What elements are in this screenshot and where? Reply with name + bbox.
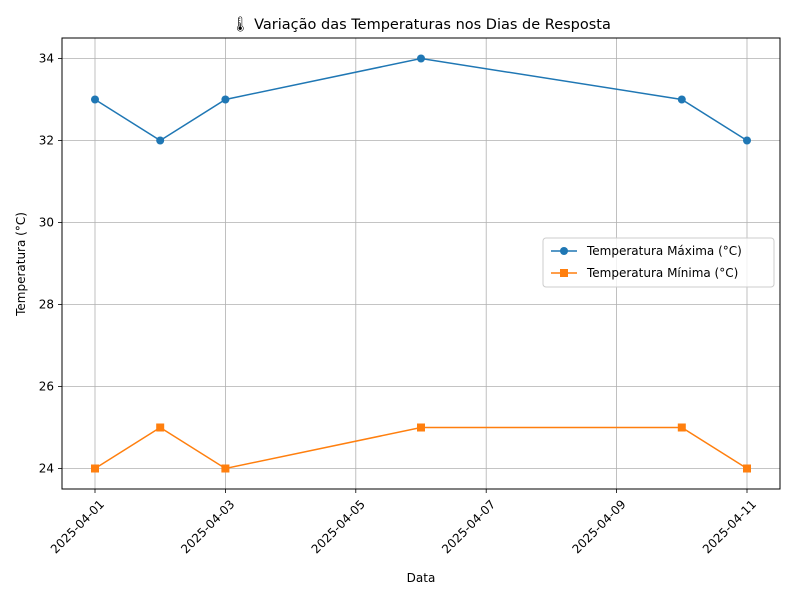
series-0-point [221,95,230,104]
axis-ticks: 2025-04-01 2025-04-03 2025-04-05 2025-04-07… [39,52,759,557]
legend-marker-1 [560,269,568,277]
x-axis-label: Data [407,571,436,585]
x-tick-label: 2025-04-05 [309,497,368,556]
y-tick-label: 32 [39,134,54,148]
series-1-point [417,423,425,432]
series-line-0 [94,57,748,142]
series-1-point [743,464,751,473]
x-tick-label: 2025-04-03 [178,497,237,556]
series-1-point [221,464,230,473]
legend-label-1: Temperatura Mínima (°C) [586,266,738,280]
y-axis-label: Temperatura (°C) [14,212,28,317]
legend-box [542,237,775,288]
series-0-point [91,95,99,104]
y-tick-label: 30 [39,216,54,230]
series-line-1 [94,426,748,470]
series-0-point [156,136,165,145]
series-layer [91,54,751,473]
legend-marker-0 [560,247,568,255]
legend: Temperatura Máxima (°C) Temperatura Mínim… [542,237,775,288]
axes-frame [61,37,781,490]
series-0-point [677,95,686,104]
y-tick-label: 34 [39,52,54,66]
x-tick-label: 2025-04-11 [700,497,759,556]
series-0-point [417,54,425,63]
legend-label-0: Temperatura Máxima (°C) [586,244,742,258]
x-tick-label: 2025-04-09 [569,497,628,556]
y-tick-label: 28 [39,298,54,312]
y-tick-label: 24 [39,462,54,476]
series-1-point [91,464,99,473]
y-tick-label: 26 [39,380,54,394]
series-1-point [677,423,686,432]
series-1-point [156,423,165,432]
x-tick-label: 2025-04-01 [48,497,107,556]
series-0-point [743,136,751,145]
x-tick-label: 2025-04-07 [439,497,498,556]
chart-title: 🌡 Variação das Temperaturas nos Dias de … [231,16,611,33]
